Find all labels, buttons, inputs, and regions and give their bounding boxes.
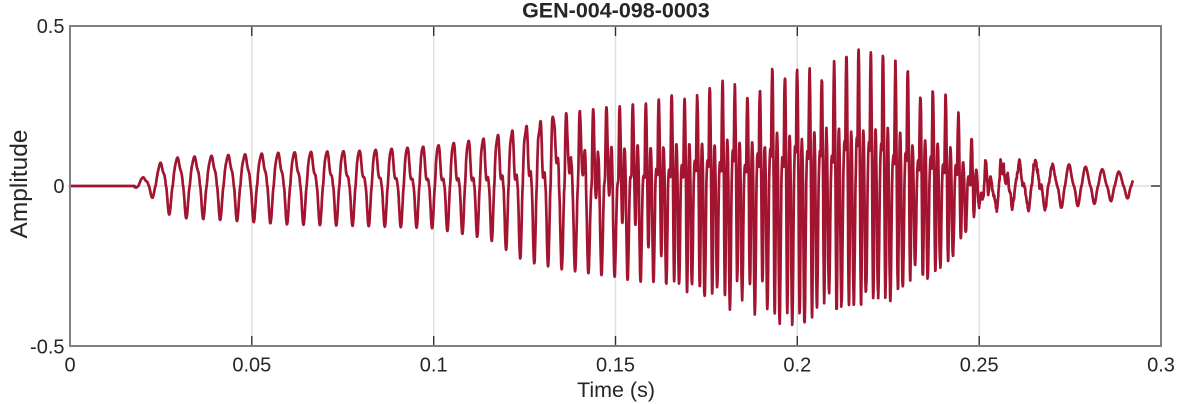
svg-text:0.1: 0.1	[420, 354, 448, 376]
svg-text:0.05: 0.05	[232, 354, 271, 376]
svg-text:0.2: 0.2	[783, 354, 811, 376]
svg-text:0.25: 0.25	[960, 354, 999, 376]
svg-text:Amplitude: Amplitude	[6, 130, 33, 239]
svg-text:0: 0	[64, 354, 75, 376]
svg-text:0.15: 0.15	[596, 354, 635, 376]
svg-text:0.3: 0.3	[1147, 354, 1175, 376]
svg-text:Time (s): Time (s)	[577, 378, 655, 402]
svg-text:0: 0	[53, 176, 64, 198]
svg-text:0.5: 0.5	[37, 16, 65, 38]
svg-text:-0.5: -0.5	[30, 337, 64, 359]
svg-text:GEN-004-098-0003: GEN-004-098-0003	[522, 0, 710, 23]
